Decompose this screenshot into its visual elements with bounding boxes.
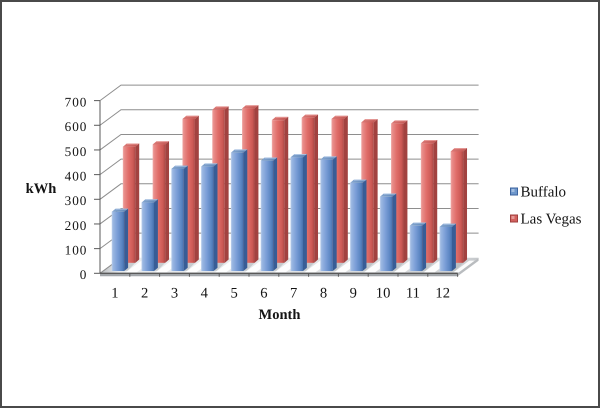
svg-text:6: 6 — [260, 286, 267, 302]
svg-text:3: 3 — [171, 286, 178, 302]
svg-text:2: 2 — [141, 286, 148, 302]
svg-text:12: 12 — [435, 286, 450, 302]
svg-text:9: 9 — [350, 286, 357, 302]
svg-text:400: 400 — [65, 168, 88, 183]
svg-text:300: 300 — [65, 193, 88, 208]
svg-text:700: 700 — [65, 94, 88, 109]
svg-text:0: 0 — [80, 267, 88, 282]
svg-text:kWh: kWh — [26, 181, 57, 197]
svg-text:Month: Month — [259, 307, 301, 323]
svg-text:200: 200 — [65, 218, 88, 233]
svg-text:8: 8 — [320, 286, 327, 302]
svg-text:Las Vegas: Las Vegas — [521, 211, 582, 227]
svg-text:7: 7 — [290, 286, 297, 302]
svg-text:Buffalo: Buffalo — [521, 184, 567, 200]
svg-text:5: 5 — [230, 286, 237, 302]
svg-text:1: 1 — [111, 286, 118, 302]
svg-text:100: 100 — [65, 242, 88, 257]
svg-text:4: 4 — [201, 286, 209, 302]
svg-text:600: 600 — [65, 119, 88, 134]
svg-text:11: 11 — [406, 286, 420, 302]
svg-text:500: 500 — [65, 144, 88, 159]
svg-text:10: 10 — [376, 286, 391, 302]
